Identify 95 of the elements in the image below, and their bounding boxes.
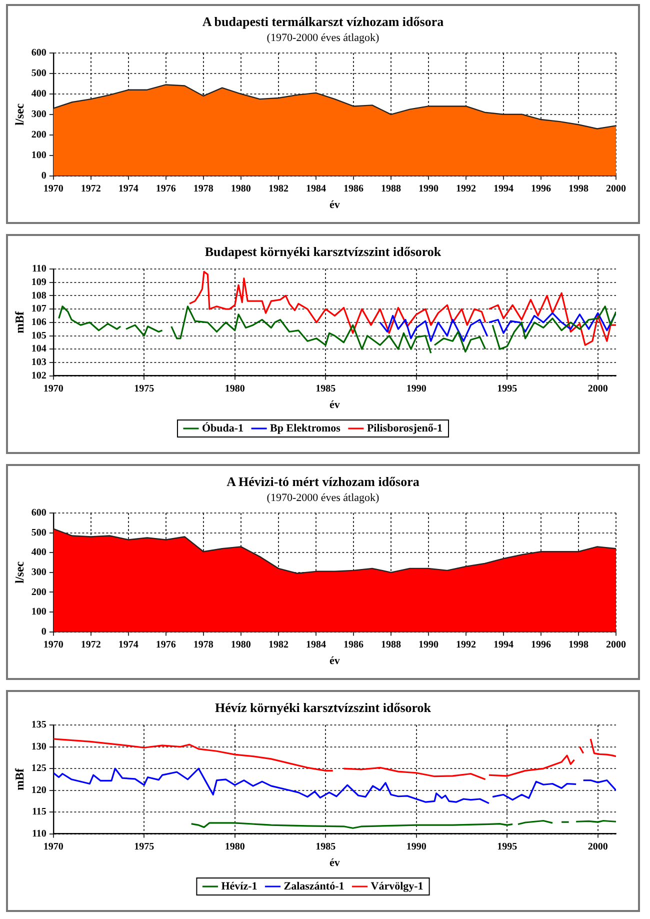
x-tick-label: 1972 xyxy=(80,183,101,194)
x-tick-label: 2000 xyxy=(588,841,608,852)
chart-subtitle: (1970-2000 éves átlagok) xyxy=(266,492,380,504)
x-tick-label: 1990 xyxy=(418,183,438,194)
y-tick-label: 500 xyxy=(31,527,46,538)
x-axis-title: év xyxy=(330,399,340,412)
x-tick-label: 1980 xyxy=(230,183,251,194)
x-tick-label: 1974 xyxy=(118,639,138,650)
x-tick-label: 1975 xyxy=(134,841,154,852)
x-tick-label: 1980 xyxy=(224,383,245,394)
x-tick-label: 1992 xyxy=(456,639,476,650)
y-tick-label: 0 xyxy=(41,626,46,638)
x-tick-label: 1970 xyxy=(43,639,64,650)
legend-label: Hévíz-1 xyxy=(221,880,258,892)
y-axis-title: mBf xyxy=(12,310,26,334)
y-axis-title: l/sec xyxy=(12,560,26,584)
y-tick-label: 125 xyxy=(31,763,46,774)
y-tick-label: 110 xyxy=(32,828,46,840)
x-tick-label: 1970 xyxy=(43,183,64,194)
legend-label: Pilisborosjenő-1 xyxy=(366,422,443,434)
y-tick-label: 115 xyxy=(32,806,46,818)
x-tick-label: 1975 xyxy=(134,383,154,394)
x-tick-label: 2000 xyxy=(606,183,626,194)
x-tick-label: 1990 xyxy=(406,383,426,394)
x-tick-label: 1996 xyxy=(530,183,551,194)
x-tick-label: 1985 xyxy=(316,383,336,394)
x-tick-label: 1986 xyxy=(343,183,364,194)
legend-label: Zalaszántó-1 xyxy=(284,880,344,892)
x-tick-label: 1970 xyxy=(43,841,64,852)
y-tick-label: 600 xyxy=(31,48,46,59)
y-tick-label: 110 xyxy=(32,264,46,275)
y-tick-label: 102 xyxy=(31,370,46,382)
x-tick-label: 1985 xyxy=(316,841,336,852)
x-tick-label: 1992 xyxy=(456,183,476,194)
y-tick-label: 100 xyxy=(31,606,46,618)
y-tick-label: 130 xyxy=(31,741,46,752)
y-tick-label: 106 xyxy=(31,316,46,328)
y-tick-label: 105 xyxy=(31,330,46,342)
y-axis-title: mBf xyxy=(12,767,26,790)
y-tick-label: 300 xyxy=(31,566,46,578)
y-tick-label: 135 xyxy=(31,720,46,731)
x-tick-label: 1986 xyxy=(343,639,364,650)
y-tick-label: 500 xyxy=(31,68,46,80)
y-tick-label: 400 xyxy=(31,547,46,558)
x-axis-title: év xyxy=(330,655,340,668)
x-tick-label: 1984 xyxy=(306,183,326,194)
x-tick-label: 1990 xyxy=(418,639,438,650)
x-tick-label: 1978 xyxy=(193,183,214,194)
x-tick-label: 1988 xyxy=(380,183,401,194)
x-tick-label: 1976 xyxy=(156,183,176,194)
y-tick-label: 107 xyxy=(31,304,46,315)
y-tick-label: 300 xyxy=(31,108,46,120)
y-tick-label: 104 xyxy=(31,344,46,355)
legend-label: Várvölgy-1 xyxy=(370,880,424,892)
legend-label: Bp Elektromos xyxy=(270,422,342,434)
chart-subtitle: (1970-2000 éves átlagok) xyxy=(266,32,380,44)
x-axis-title: év xyxy=(330,199,340,212)
x-tick-label: 1980 xyxy=(230,639,251,650)
x-tick-label: 1998 xyxy=(568,639,588,650)
x-tick-label: 1978 xyxy=(193,639,214,650)
x-tick-label: 1982 xyxy=(268,183,288,194)
x-tick-label: 1995 xyxy=(497,841,518,852)
legend-label: Óbuda-1 xyxy=(202,421,244,434)
y-tick-label: 100 xyxy=(31,150,46,161)
x-tick-label: 1994 xyxy=(493,183,514,194)
chart-title: A budapesti termálkarszt vízhozam idősora xyxy=(201,14,445,30)
x-tick-label: 2000 xyxy=(588,383,608,394)
x-tick-label: 1976 xyxy=(156,639,176,650)
x-tick-label: 1982 xyxy=(268,639,288,650)
chart-title: Hévíz környéki karsztvízszint idősorok xyxy=(214,700,432,716)
x-tick-label: 1994 xyxy=(493,639,514,650)
x-tick-label: 1996 xyxy=(530,639,551,650)
x-tick-label: 1990 xyxy=(406,841,426,852)
x-tick-label: 1980 xyxy=(224,841,245,852)
y-axis-title: l/sec xyxy=(12,102,26,126)
y-tick-label: 600 xyxy=(31,508,46,519)
chart-title: A Hévizi-tó mért vízhozam idősora xyxy=(226,474,420,490)
y-tick-label: 200 xyxy=(31,586,46,598)
y-tick-label: 109 xyxy=(31,276,46,288)
x-tick-label: 1995 xyxy=(497,383,518,394)
x-tick-label: 2000 xyxy=(606,639,626,650)
y-tick-label: 0 xyxy=(41,170,46,182)
y-tick-label: 200 xyxy=(31,129,46,140)
y-tick-label: 108 xyxy=(31,290,46,302)
y-tick-label: 103 xyxy=(31,357,46,368)
x-tick-label: 1974 xyxy=(118,183,138,194)
x-tick-label: 1988 xyxy=(380,639,401,650)
y-tick-label: 400 xyxy=(31,88,46,100)
x-tick-label: 1972 xyxy=(80,639,101,650)
x-tick-label: 1984 xyxy=(306,639,326,650)
x-tick-label: 1998 xyxy=(568,183,588,194)
y-tick-label: 120 xyxy=(31,784,46,796)
x-tick-label: 1970 xyxy=(43,383,64,394)
x-axis-title: év xyxy=(330,857,340,870)
chart-title: Budapest környéki karsztvízszint idősorok xyxy=(204,244,442,260)
